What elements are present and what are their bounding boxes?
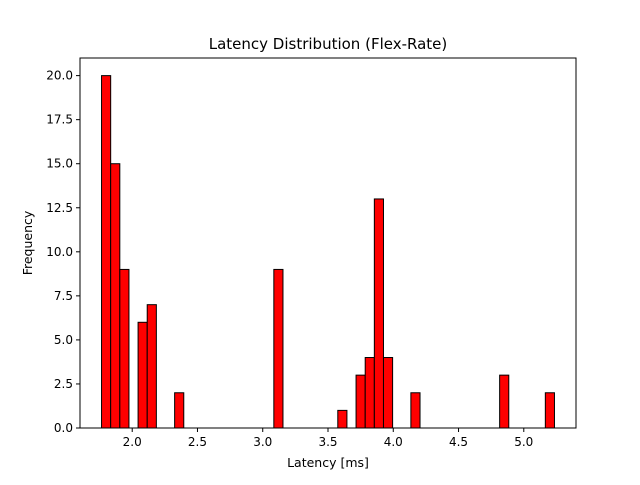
histogram-bar-14 <box>544 392 555 429</box>
x-tick-label: 3.0 <box>253 435 272 449</box>
histogram-bar-1 <box>110 163 121 429</box>
x-axis-label: Latency [ms] <box>287 455 369 470</box>
x-tick-label: 5.0 <box>514 435 533 449</box>
x-tick-label: 4.0 <box>384 435 403 449</box>
histogram-bar-7 <box>337 409 348 429</box>
x-tick-label: 3.5 <box>318 435 337 449</box>
chart-title: Latency Distribution (Flex-Rate) <box>209 35 447 53</box>
y-tick-label: 0.0 <box>54 421 73 435</box>
x-tick-label: 4.5 <box>449 435 468 449</box>
y-axis-label: Frequency <box>20 210 35 275</box>
histogram-bar-9 <box>364 357 375 429</box>
y-tick-label: 20.0 <box>46 69 73 83</box>
histogram-bar-10 <box>373 198 384 429</box>
y-tick-label: 5.0 <box>54 333 73 347</box>
histogram-bar-11 <box>382 357 394 429</box>
histogram-bar-0 <box>101 75 112 429</box>
bars-group <box>101 75 555 429</box>
y-ticks: 0.0 2.5 5.0 7.5 10.0 12.5 15.0 17.5 20.0 <box>46 69 80 435</box>
histogram-bar-3 <box>137 321 148 429</box>
histogram-bar-8 <box>355 374 366 429</box>
x-tick-label: 2.5 <box>188 435 207 449</box>
y-tick-label: 17.5 <box>46 113 73 127</box>
histogram-bar-2 <box>119 268 130 429</box>
y-tick-label: 10.0 <box>46 245 73 259</box>
histogram-bar-6 <box>273 268 284 429</box>
plot-frame <box>79 57 577 429</box>
histogram-bar-4 <box>146 304 157 429</box>
y-tick-label: 15.0 <box>46 157 73 171</box>
y-tick-label: 12.5 <box>46 201 73 215</box>
histogram-bar-5 <box>174 392 185 429</box>
x-tick-label: 2.0 <box>123 435 142 449</box>
histogram-bar-12 <box>410 392 421 429</box>
y-tick-label: 7.5 <box>54 289 73 303</box>
x-ticks: 2.0 2.5 3.0 3.5 4.0 4.5 5.0 <box>123 428 533 449</box>
y-tick-label: 2.5 <box>54 377 73 391</box>
histogram-bar-13 <box>499 374 510 429</box>
